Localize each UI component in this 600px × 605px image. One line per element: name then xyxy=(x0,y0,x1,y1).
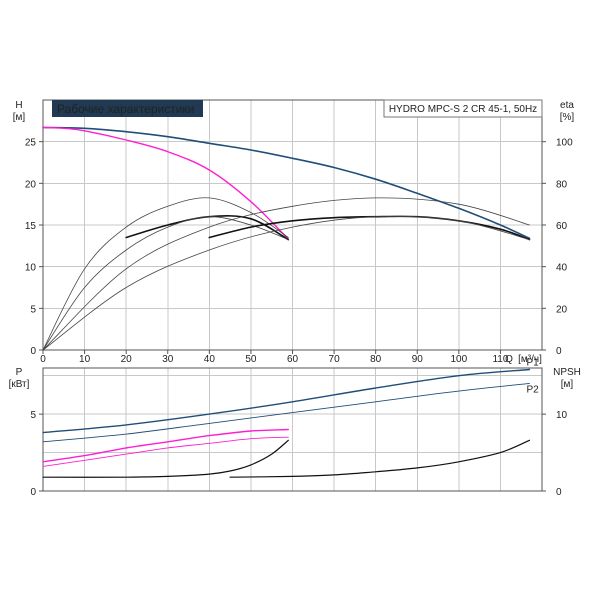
curve-h-one-pump xyxy=(42,126,289,240)
curve-P2-one xyxy=(42,436,289,467)
curve-eta-two-pumps-outer xyxy=(42,197,530,351)
q-tick-label: 50 xyxy=(245,354,257,365)
series-label-p1: P1 xyxy=(527,358,540,369)
eta-tick-label: 100 xyxy=(556,138,573,149)
npsh-axis-label: NPSH xyxy=(553,367,581,378)
q-tick-label: 10 xyxy=(79,354,91,365)
curve-P2-two xyxy=(42,382,530,443)
curve-eta-one-pump-inner xyxy=(42,216,289,351)
h-tick-label: 15 xyxy=(25,221,37,232)
curve-P1-one xyxy=(42,428,289,463)
title-badge-text: Рабочие характеристики xyxy=(57,102,194,116)
series-label-p2: P2 xyxy=(527,384,540,395)
npsh-tick-label: 10 xyxy=(556,410,568,421)
p-axis-unit: [кВт] xyxy=(9,379,30,390)
h-tick-label: 5 xyxy=(30,304,36,315)
q-tick-label: 30 xyxy=(162,354,174,365)
h-tick-label: 25 xyxy=(25,138,37,149)
q-tick-label: 60 xyxy=(287,354,299,365)
curve-npsh-two xyxy=(229,439,531,478)
eta-tick-label: 0 xyxy=(556,346,562,357)
q-tick-label: 100 xyxy=(450,354,467,365)
q-tick-label: 110 xyxy=(492,354,508,365)
eta-tick-label: 60 xyxy=(556,221,568,232)
q-tick-label: 20 xyxy=(121,354,133,365)
curve-P1-two xyxy=(42,368,531,434)
h-tick-label: 20 xyxy=(25,179,37,190)
model-label-box xyxy=(383,99,543,118)
q-axis-unit: [м³/ч] xyxy=(518,354,542,365)
h-tick-label: 0 xyxy=(30,346,36,357)
curve-eta-two-pumps-inner xyxy=(42,215,530,351)
q-tick-label: 70 xyxy=(329,354,341,365)
model-label-text: HYDRO MPC-S 2 CR 45-1, 50Hz xyxy=(389,104,537,115)
q-tick-label: 40 xyxy=(204,354,216,365)
curve-eta-one-pump-outer xyxy=(42,197,289,351)
curve-h-two-pumps xyxy=(42,126,531,240)
q-axis-label: Q xyxy=(505,354,513,365)
title-badge xyxy=(52,100,203,117)
h-axis-label: H xyxy=(15,100,22,111)
h-tick-label: 10 xyxy=(25,263,37,274)
npsh-tick-label: 0 xyxy=(556,487,562,498)
lower-plot-frame xyxy=(42,367,543,492)
curve-eta-two-pumps xyxy=(208,215,531,241)
q-tick-label: 90 xyxy=(412,354,424,365)
p-axis-label: P xyxy=(16,367,23,378)
h-axis-unit: [м] xyxy=(13,112,26,123)
q-tick-label: 0 xyxy=(40,354,46,365)
eta-tick-label: 20 xyxy=(556,304,568,315)
p-tick-label: 0 xyxy=(30,487,36,498)
npsh-axis-unit: [м] xyxy=(561,379,574,390)
eta-axis-label: eta xyxy=(560,100,574,111)
p-tick-label: 5 xyxy=(30,410,36,421)
eta-tick-label: 40 xyxy=(556,263,568,274)
curve-npsh-one xyxy=(42,439,289,478)
eta-tick-label: 80 xyxy=(556,179,568,190)
eta-axis-unit: [%] xyxy=(560,112,575,123)
q-tick-label: 80 xyxy=(370,354,382,365)
